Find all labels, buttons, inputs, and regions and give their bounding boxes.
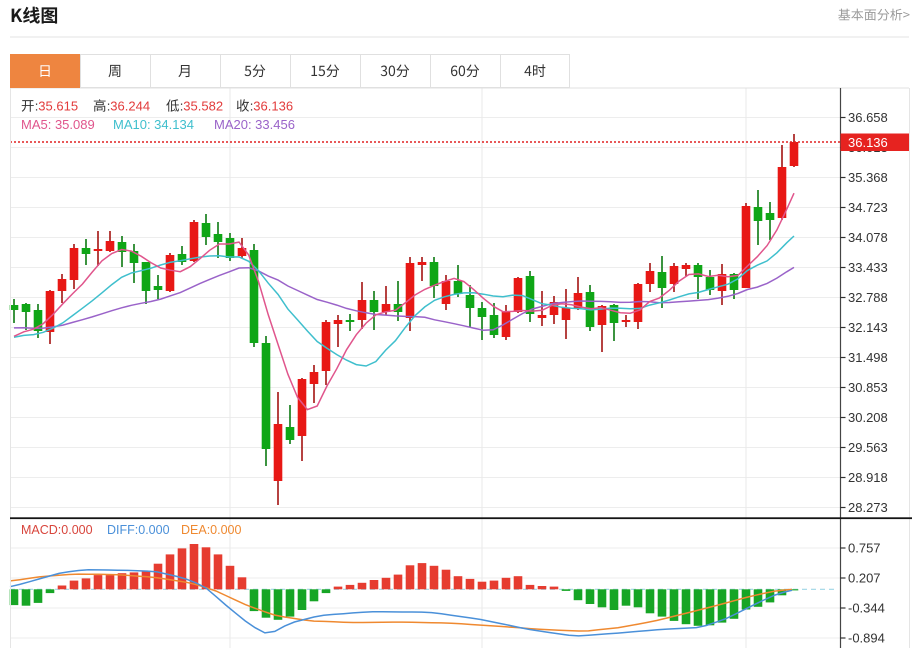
svg-text:34.723: 34.723 [848,200,888,215]
svg-text:35.368: 35.368 [848,170,888,185]
svg-text:28.918: 28.918 [848,470,888,485]
svg-text::: : [107,99,111,114]
svg-text:0.207: 0.207 [848,571,881,586]
svg-text:36.658: 36.658 [848,110,888,125]
svg-text:34.078: 34.078 [848,230,888,245]
svg-text:0.757: 0.757 [848,541,881,556]
svg-text:-0.344: -0.344 [848,601,885,616]
svg-text:36.136: 36.136 [848,135,888,150]
svg-text:36.244: 36.244 [110,99,150,114]
svg-text:33.433: 33.433 [848,260,888,275]
svg-text:29.563: 29.563 [848,440,888,455]
svg-text:30.208: 30.208 [848,410,888,425]
svg-text::: : [35,99,39,114]
svg-text:32.788: 32.788 [848,290,888,305]
svg-text:32.143: 32.143 [848,320,888,335]
svg-text:36.136: 36.136 [253,99,293,114]
svg-text:31.498: 31.498 [848,350,888,365]
svg-text:30.853: 30.853 [848,380,888,395]
svg-text::: : [250,99,254,114]
svg-text:28.273: 28.273 [848,500,888,515]
svg-text::: : [180,99,184,114]
svg-text:35.615: 35.615 [38,99,78,114]
svg-text:35.582: 35.582 [183,99,223,114]
svg-text:-0.894: -0.894 [848,631,885,646]
